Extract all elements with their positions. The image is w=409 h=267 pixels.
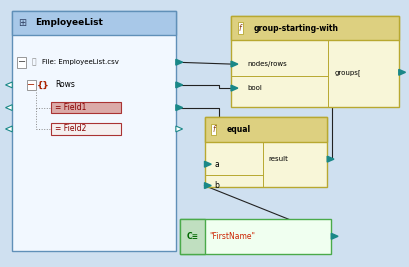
Text: f: f [212, 125, 215, 134]
FancyBboxPatch shape [51, 102, 121, 113]
FancyBboxPatch shape [12, 11, 176, 35]
Text: −: − [18, 57, 26, 67]
Text: group-starting-with: group-starting-with [254, 23, 339, 33]
Text: ⊞: ⊞ [18, 18, 27, 28]
Polygon shape [6, 126, 12, 132]
Polygon shape [399, 69, 405, 75]
Text: b: b [215, 181, 220, 190]
Text: 🗋: 🗋 [31, 58, 36, 67]
Text: groups[: groups[ [335, 69, 361, 76]
FancyBboxPatch shape [204, 117, 327, 142]
Text: {}: {} [36, 80, 49, 89]
Polygon shape [231, 61, 238, 67]
Text: result: result [268, 156, 288, 162]
Polygon shape [176, 105, 183, 111]
Text: C≡: C≡ [186, 232, 198, 241]
Polygon shape [327, 156, 334, 162]
FancyBboxPatch shape [12, 11, 176, 251]
Text: bool: bool [247, 85, 262, 91]
Polygon shape [176, 126, 183, 132]
FancyBboxPatch shape [51, 123, 121, 135]
FancyBboxPatch shape [17, 57, 26, 68]
Polygon shape [231, 85, 238, 91]
Polygon shape [331, 233, 338, 239]
Text: = Field1: = Field1 [55, 103, 87, 112]
Text: −: − [27, 80, 35, 90]
Text: nodes/rows: nodes/rows [247, 61, 287, 67]
Text: equal: equal [227, 125, 251, 134]
FancyBboxPatch shape [180, 219, 204, 254]
Text: "FirstName": "FirstName" [209, 232, 255, 241]
Text: = Field2: = Field2 [55, 124, 87, 134]
Polygon shape [176, 59, 183, 65]
Polygon shape [204, 161, 211, 167]
Text: EmployeeList: EmployeeList [35, 18, 103, 27]
Text: File: EmployeeList.csv: File: EmployeeList.csv [42, 59, 119, 65]
FancyBboxPatch shape [204, 117, 327, 187]
Polygon shape [176, 82, 183, 88]
Polygon shape [204, 183, 211, 189]
FancyBboxPatch shape [180, 219, 331, 254]
Text: Rows: Rows [55, 80, 75, 89]
FancyBboxPatch shape [231, 16, 399, 40]
Text: a: a [215, 160, 220, 169]
FancyBboxPatch shape [27, 80, 36, 90]
Text: f: f [239, 23, 241, 33]
Polygon shape [6, 82, 12, 88]
FancyBboxPatch shape [231, 16, 399, 107]
Polygon shape [6, 105, 12, 111]
